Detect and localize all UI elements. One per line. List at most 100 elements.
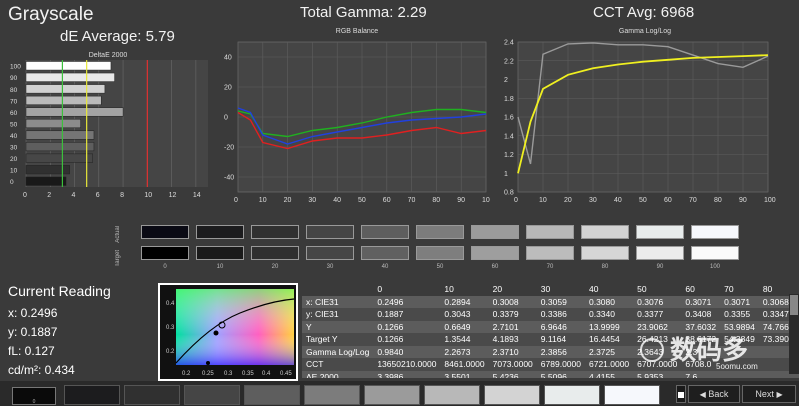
cie-chart: 0.4 0.3 0.2 0.2 0.25 0.3 0.35 0.4 0.45 bbox=[166, 289, 295, 377]
rgb-series-line bbox=[237, 107, 487, 145]
table-cell: 2.3856 bbox=[536, 345, 585, 358]
rgb-chart-title: RGB Balance bbox=[335, 28, 379, 35]
swatch-label: 60 bbox=[491, 264, 499, 270]
table-cell: 6707.0000 bbox=[633, 358, 682, 371]
table-cell: 0.3008 bbox=[488, 295, 537, 308]
table-cell bbox=[720, 370, 759, 378]
back-button[interactable]: ◀ Back bbox=[688, 385, 740, 403]
table-cell bbox=[758, 370, 798, 378]
table-header-cell: 10 bbox=[440, 283, 489, 296]
table-row: x: CIE31 0.2496 0.2894 0.3008 0.3059 0.3080 0.… bbox=[302, 295, 799, 308]
strip-patch[interactable] bbox=[184, 385, 240, 405]
table-cell: 74.7668 bbox=[758, 320, 798, 333]
table-cell: 3.3986 bbox=[373, 370, 441, 378]
table-cell: 6721.0000 bbox=[584, 358, 634, 371]
target-swatch bbox=[251, 246, 299, 260]
gamma-ytick: 2 bbox=[504, 77, 508, 84]
reading-fl: fL: 0.127 bbox=[8, 344, 55, 358]
watermark-logo-icon bbox=[640, 338, 664, 362]
table-cell: Gamma Log/Log bbox=[302, 345, 374, 358]
deltae-bar bbox=[25, 95, 102, 105]
target-swatch bbox=[691, 246, 739, 260]
swatch-label: 100 bbox=[709, 264, 720, 270]
deltae-bar bbox=[25, 72, 115, 82]
table-row: Gamma Log/Log 0.9840 2.2673 2.3710 2.3856 2.3… bbox=[302, 345, 799, 358]
table-cell: 6.9646 bbox=[536, 320, 585, 333]
rgb-ytick: -40 bbox=[224, 175, 234, 182]
cie-xtick: 0.45 bbox=[280, 371, 292, 377]
rgb-xtick: 30 bbox=[308, 197, 316, 204]
table-scrollbar[interactable] bbox=[789, 294, 799, 374]
scrollbar-thumb[interactable] bbox=[790, 295, 798, 315]
table-cell: 0.1266 bbox=[373, 320, 441, 333]
gamma-xtick: 90 bbox=[739, 197, 747, 204]
strip-patch[interactable] bbox=[124, 385, 180, 405]
rgb-ytick: -20 bbox=[224, 145, 234, 152]
actual-row-label: Actual bbox=[115, 226, 121, 243]
rgb-ytick: 20 bbox=[224, 85, 232, 92]
deltae-ytick: 50 bbox=[10, 121, 18, 128]
table-header-cell: 30 bbox=[536, 283, 585, 296]
actual-swatch bbox=[526, 225, 574, 239]
table-header-cell: 60 bbox=[681, 283, 721, 296]
table-cell: 0.1887 bbox=[373, 308, 441, 321]
strip-patch[interactable] bbox=[484, 385, 540, 405]
table-cell: 0.3347 bbox=[758, 308, 798, 321]
table-cell: 2.2673 bbox=[440, 345, 489, 358]
table-cell: 0.3071 bbox=[720, 295, 759, 308]
stop-button[interactable] bbox=[676, 385, 686, 403]
deltae-chart-panel: DeltaE 2000 0 2 4 6 8 10 12 14 100 90 80 70 60 50 40 30… bbox=[8, 50, 213, 200]
table-cell: 0.3408 bbox=[681, 308, 721, 321]
table-cell: 2.3725 bbox=[584, 345, 634, 358]
rgb-xtick: 50 bbox=[358, 197, 366, 204]
strip-patch-selected[interactable]: 0 bbox=[12, 387, 56, 405]
table-cell: 73.3907 bbox=[758, 333, 798, 346]
rgb-xtick: 40 bbox=[333, 197, 341, 204]
table-header-cell: 70 bbox=[720, 283, 759, 296]
gamma-xtick: 30 bbox=[589, 197, 597, 204]
table-cell: 9.1164 bbox=[536, 333, 585, 346]
current-reading-title: Current Reading bbox=[8, 283, 111, 299]
table-cell: 7.6 bbox=[681, 370, 721, 378]
reading-cdm2: cd/m²: 0.434 bbox=[8, 363, 75, 377]
rgb-xtick: 20 bbox=[284, 197, 292, 204]
gamma-series-line bbox=[517, 42, 769, 165]
table-cell: 0.3355 bbox=[720, 308, 759, 321]
table-cell: 7073.0000 bbox=[488, 358, 537, 371]
table-header-cell: 40 bbox=[584, 283, 634, 296]
deltae-ytick: 80 bbox=[10, 87, 18, 94]
swatch-label: 30 bbox=[326, 264, 334, 270]
gamma-ytick: 1.6 bbox=[504, 115, 514, 122]
table-cell: 0.2894 bbox=[440, 295, 489, 308]
rgb-xtick: 70 bbox=[408, 197, 416, 204]
table-cell: 37.6032 bbox=[681, 320, 721, 333]
table-cell: 4.4155 bbox=[584, 370, 634, 378]
next-label: Next bbox=[755, 389, 774, 399]
table-cell: 0.3043 bbox=[440, 308, 489, 321]
table-cell: 0.3080 bbox=[584, 295, 634, 308]
swatch-label: 50 bbox=[436, 264, 444, 270]
next-button[interactable]: Next ▶ bbox=[742, 385, 796, 403]
deltae-xtick: 10 bbox=[144, 192, 152, 199]
gamma-xtick: 100 bbox=[764, 197, 776, 204]
gamma-series-line bbox=[517, 54, 769, 174]
gamma-xtick: 20 bbox=[564, 197, 572, 204]
rgb-xtick: 100 bbox=[482, 197, 490, 204]
gamma-ytick: 1.2 bbox=[504, 152, 514, 159]
gamma-chart-title: Gamma Log/Log bbox=[618, 28, 672, 35]
strip-patch[interactable] bbox=[64, 385, 120, 405]
bottom-patch-strip: 0 ◀ Back Next ▶ bbox=[0, 381, 799, 406]
strip-patch[interactable] bbox=[544, 385, 600, 405]
table-cell: CCT bbox=[302, 358, 374, 371]
strip-patch[interactable] bbox=[604, 385, 660, 405]
strip-patch[interactable] bbox=[304, 385, 360, 405]
strip-patch[interactable] bbox=[424, 385, 480, 405]
actual-swatch bbox=[141, 225, 189, 239]
strip-patch[interactable] bbox=[364, 385, 420, 405]
deltae-bar bbox=[25, 153, 93, 163]
strip-patch[interactable] bbox=[244, 385, 300, 405]
table-header-cell: 90 bbox=[797, 283, 799, 296]
gamma-xtick: 80 bbox=[714, 197, 722, 204]
actual-swatch bbox=[581, 225, 629, 239]
